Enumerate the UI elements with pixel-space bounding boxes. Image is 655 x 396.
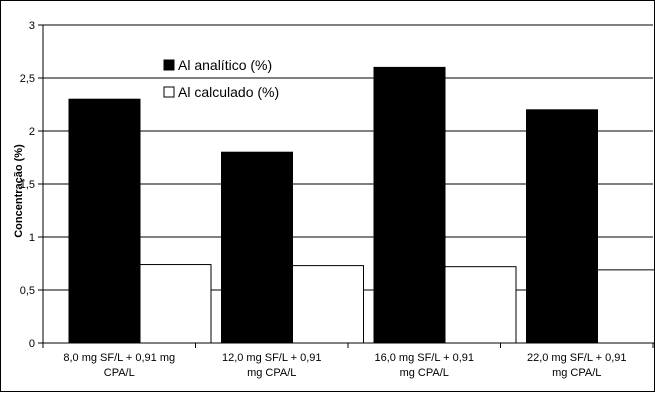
y-tick-label: 3 [29, 20, 35, 32]
y-tick-labels: 0 0,5 1 1,5 2 2,5 3 [20, 20, 35, 350]
bar-al-analitico [68, 98, 141, 344]
y-axis-label: Concentração (%) [13, 144, 25, 238]
x-tick-label: 8,0 mg SF/L + 0,91 mg CPA/L [63, 352, 175, 379]
bars [68, 66, 655, 344]
bar-al-calculado [444, 266, 517, 344]
legend-swatch-al-calculado [163, 86, 175, 98]
legend-label-al-analitico: Al analítico (%) [178, 57, 272, 73]
bar-al-calculado [292, 265, 364, 344]
y-tick-label: 0 [29, 338, 35, 350]
y-tick-label: 1,5 [20, 179, 35, 191]
x-tick-label: 22,0 mg SF/L + 0,91 mg CPA/L [527, 352, 627, 379]
x-tick-label: 16,0 mg SF/L + 0,91 mg CPA/L [374, 352, 474, 379]
y-tick-label: 1 [29, 232, 35, 244]
y-tick-label: 0,5 [20, 285, 35, 297]
bar-al-analitico [221, 151, 293, 344]
legend: Al analítico (%) Al calculado (%) [163, 57, 279, 100]
axes [38, 24, 654, 348]
legend-label-al-calculado: Al calculado (%) [178, 84, 279, 100]
bar-al-analitico [373, 66, 446, 344]
bar-al-calculado [597, 269, 655, 344]
y-tick-label: 2,5 [20, 73, 35, 85]
bar-al-analitico [526, 109, 598, 344]
bar-al-calculado [139, 264, 212, 344]
y-tick-label: 2 [29, 126, 35, 138]
x-tick-label: 12,0 mg SF/L + 0,91 mg CPA/L [222, 352, 322, 379]
x-tick-labels: 8,0 mg SF/L + 0,91 mg CPA/L 12,0 mg SF/L +… [63, 352, 626, 379]
legend-swatch-al-analitico [163, 59, 175, 71]
